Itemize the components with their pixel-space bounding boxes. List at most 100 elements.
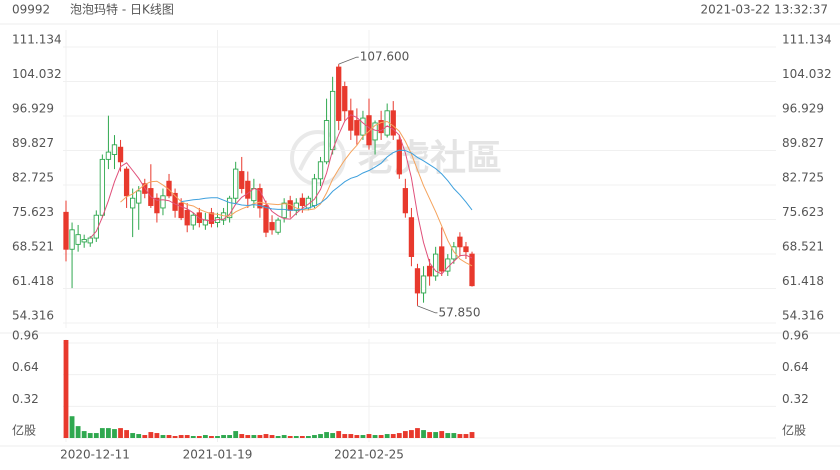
y-tick-label: 75.623	[12, 205, 54, 219]
candle-body	[457, 236, 463, 248]
annotation-label: 107.600	[360, 50, 410, 64]
annotation-leader	[338, 56, 359, 65]
candle-body	[239, 171, 245, 189]
volume-bar	[154, 433, 160, 438]
volume-bar	[318, 434, 323, 438]
volume-bar	[354, 435, 360, 438]
volume-bar	[245, 435, 251, 438]
candle-body	[336, 66, 342, 121]
y2-tick-label: 96.929	[782, 102, 824, 116]
volume-bar	[136, 434, 142, 438]
moving-average-line	[120, 120, 473, 267]
candle-body	[136, 190, 142, 204]
y-tick-label: 89.827	[12, 136, 54, 150]
volume-bar	[330, 433, 336, 438]
volume-bar	[439, 431, 445, 438]
moving-average-line	[89, 114, 473, 275]
volume-bar	[106, 428, 111, 438]
volume-bar	[390, 434, 396, 438]
candle-body	[342, 86, 348, 112]
volume-bar	[69, 416, 75, 438]
annotation-label: 57.850	[438, 305, 480, 319]
candle-body	[426, 265, 433, 277]
volume-bar	[81, 431, 87, 438]
volume-bar	[190, 436, 196, 438]
volume-tick-label: 0.64	[12, 360, 39, 374]
volume-bar	[99, 428, 105, 438]
candle-body	[420, 275, 427, 294]
candle-body	[469, 253, 475, 287]
y-tick-label: 111.134	[12, 33, 62, 47]
candle-body	[123, 168, 130, 197]
volume-tick-label: 0.96	[12, 328, 39, 342]
volume-bar	[184, 435, 190, 438]
volume-bar	[433, 432, 439, 438]
volume-bar	[366, 434, 372, 438]
candle-body	[130, 197, 136, 209]
volume-bar	[396, 433, 402, 438]
y2-tick-label: 61.418	[782, 274, 824, 288]
volume-bar	[372, 435, 378, 438]
candle-body	[184, 209, 190, 226]
volume-bar	[148, 432, 154, 438]
candle-body	[233, 168, 239, 199]
annotation-leader	[417, 305, 438, 314]
candle-body	[154, 197, 160, 214]
candle-body	[75, 234, 81, 245]
y2-tick-label: 82.725	[782, 171, 824, 185]
volume-bar	[415, 428, 420, 438]
candle-body	[402, 188, 409, 214]
volume-tick-label: 0.32	[12, 392, 39, 406]
candle-body	[160, 195, 166, 209]
y-tick-label: 96.929	[12, 102, 54, 116]
volume-bar	[124, 430, 129, 438]
candle-body	[378, 120, 384, 134]
volume-bar	[463, 434, 469, 438]
x-tick-label: 2021-01-19	[183, 448, 253, 462]
volume-bar	[196, 436, 202, 438]
candle-body	[451, 246, 457, 260]
y-tick-label: 54.316	[12, 309, 54, 323]
candle-body	[220, 212, 227, 221]
volume-tick-label-right: 0.96	[782, 328, 809, 342]
y2-tick-label: 104.032	[782, 67, 832, 81]
volume-tick-label-right: 亿股	[782, 423, 806, 438]
volume-tick-label: 亿股	[12, 423, 36, 438]
candle-body	[99, 158, 106, 216]
volume-bar	[445, 433, 451, 438]
y2-tick-label: 89.827	[782, 136, 824, 150]
volume-bar	[112, 429, 117, 438]
candle-body	[439, 246, 445, 272]
candle-body	[390, 110, 396, 136]
volume-bar	[469, 432, 475, 438]
chart-title: 泡泡玛特 - 日K线图	[70, 2, 174, 17]
volume-bar	[251, 435, 257, 438]
volume-bar	[63, 339, 69, 438]
volume-bar	[409, 430, 414, 438]
volume-bar	[87, 433, 93, 438]
volume-bar	[227, 435, 233, 438]
volume-bar	[384, 434, 390, 438]
candle-body	[208, 212, 215, 224]
volume-bar	[306, 436, 311, 438]
candle-body	[317, 161, 324, 180]
candle-body	[81, 239, 87, 243]
candle-body	[166, 180, 172, 197]
candle-body	[281, 202, 287, 219]
volume-bar	[312, 435, 317, 438]
volume-bar	[360, 435, 366, 438]
y2-tick-label: 68.521	[782, 239, 824, 253]
y-tick-label: 82.725	[12, 171, 54, 185]
volume-bar	[348, 434, 354, 438]
candle-body	[372, 122, 378, 141]
candle-body	[178, 202, 184, 219]
volume-bar	[93, 433, 99, 438]
volume-bar	[427, 432, 432, 438]
volume-tick-label-right: 0.64	[782, 360, 809, 374]
stock-code: 09992	[12, 3, 50, 17]
y-tick-label: 104.032	[12, 67, 62, 81]
candle-body	[117, 146, 124, 163]
candle-body	[348, 110, 354, 131]
